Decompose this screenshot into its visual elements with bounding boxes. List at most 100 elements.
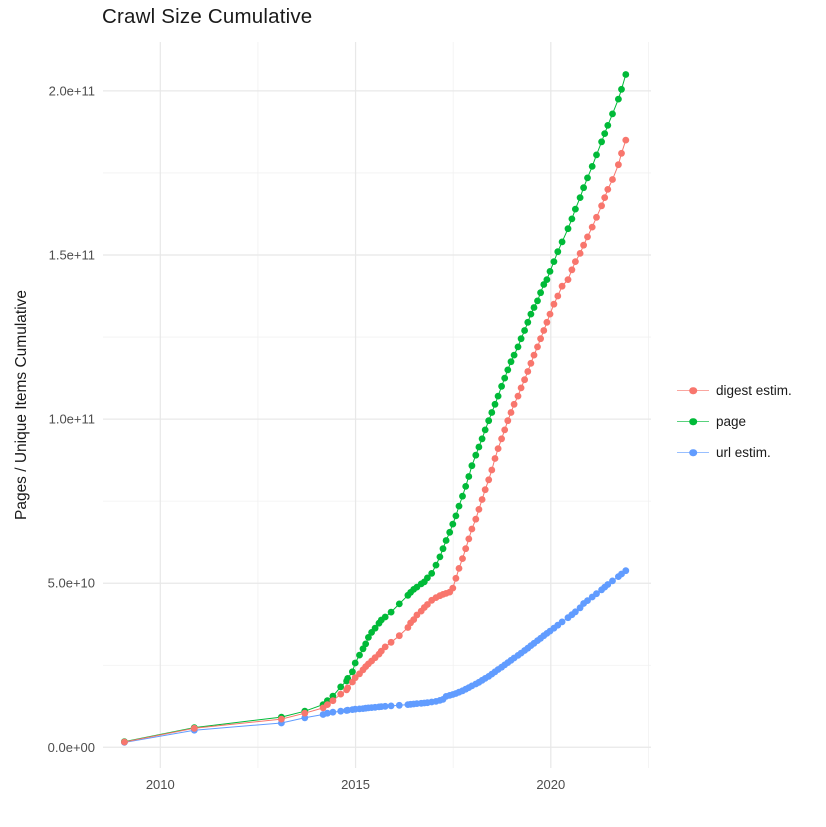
data-point [504,417,512,425]
data-point [568,266,576,274]
data-point [546,268,554,275]
data-point [604,581,612,588]
data-point [501,426,509,434]
data-point [593,151,600,159]
data-point [475,506,483,513]
grid-major [103,42,651,768]
data-point [439,545,447,553]
data-point [580,241,587,249]
data-point [622,567,630,575]
data-point [521,327,528,334]
data-point [514,343,522,351]
data-point [413,611,421,619]
data-point [424,574,431,582]
data-point [517,384,525,392]
data-point [362,640,370,648]
data-point [618,149,625,157]
data-point [381,702,389,710]
data-point [598,138,605,146]
data-point [550,258,558,265]
data-point [395,701,403,709]
data-point [452,574,460,582]
data-point [459,492,466,500]
y-tick-label: 5.0e+10 [48,576,95,591]
grid-minor [103,42,651,768]
x-tick-label: 2015 [341,777,370,792]
x-tick-label: 2020 [536,777,565,792]
data-point [604,122,612,129]
data-point [301,709,309,717]
data-point [580,184,587,192]
data-point [534,297,541,305]
data-point [371,624,379,632]
data-point [564,276,572,283]
data-point [351,659,359,667]
legend-key-dot [689,386,697,395]
series-url-estim [121,567,630,746]
legend-item-page: page [676,406,792,437]
data-point [344,675,352,682]
data-point [593,213,600,221]
data-point [278,715,285,723]
data-point [543,276,551,283]
data-point [604,186,612,193]
data-point [190,724,198,732]
data-point [618,85,625,93]
legend-key-dot [689,448,697,457]
data-point [622,71,630,78]
legend-label-url-estim: url estim. [716,445,771,460]
data-point [121,738,128,746]
data-point [488,409,496,416]
data-point [449,584,457,592]
data-point [387,638,395,646]
data-point [446,528,454,536]
data-point [507,409,515,416]
data-point [455,565,463,572]
data-point [530,351,538,359]
data-point [568,215,576,223]
data-point [609,110,616,118]
data-point [558,618,566,626]
data-point [510,351,518,359]
data-point [324,709,331,717]
data-point [488,466,496,474]
data-point [481,486,489,494]
data-point [527,310,535,318]
data-point [365,634,372,641]
data-point [584,174,591,182]
data-point [521,376,528,384]
data-point [510,400,518,408]
data-point [622,136,630,144]
data-point [498,435,505,443]
data-point [436,553,444,561]
data-point [524,318,532,326]
data-point [329,708,337,716]
data-point [351,674,359,682]
data-point [576,250,584,257]
data-point [329,697,337,705]
data-point [468,525,476,533]
data-point [588,163,596,170]
data-point [598,202,605,210]
data-point [459,555,466,562]
data-point [442,537,450,544]
data-point [337,690,345,698]
data-point [349,668,356,676]
data-point [491,400,499,408]
data-point [387,702,395,710]
data-point [462,545,470,553]
data-point [550,300,558,308]
data-point [356,651,363,659]
data-point [491,455,499,462]
y-tick-label: 1.0e+11 [49,412,95,427]
data-point [572,608,579,616]
data-point [472,451,480,459]
legend-label-digest-estim: digest estim. [716,383,792,398]
data-point [534,343,541,351]
data-point [584,233,591,241]
data-point [387,608,395,616]
data-point [428,570,436,577]
data-point [537,335,544,343]
data-point [507,358,515,366]
